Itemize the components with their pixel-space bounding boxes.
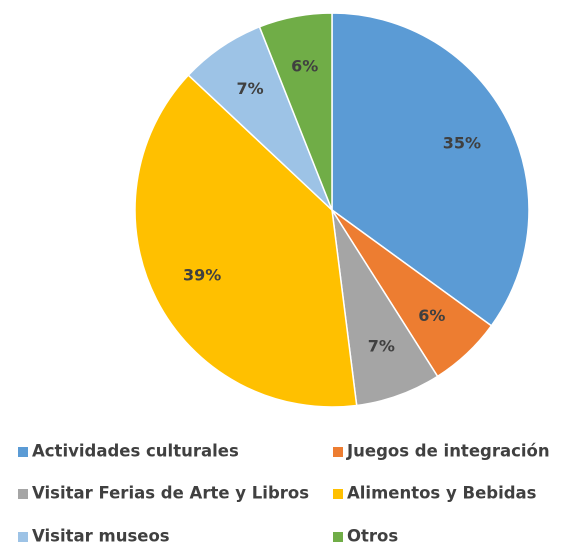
data-label: 7% (236, 79, 263, 98)
pie-slice (134, 74, 358, 408)
data-label: 6% (291, 56, 318, 75)
legend-swatch (333, 532, 343, 542)
legend-swatch (333, 447, 343, 457)
legend-label: Juegos de integración (346, 442, 550, 461)
data-label: 7% (368, 337, 395, 356)
legend-swatch (18, 532, 28, 542)
legend-label: Alimentos y Bebidas (347, 484, 537, 503)
data-label: 39% (183, 266, 221, 285)
legend-label: Visitar Ferias de Arte y Libros (32, 484, 309, 503)
data-label: 6% (418, 306, 445, 325)
legend-label: Otros (347, 527, 398, 546)
pie-slice (331, 12, 530, 327)
data-label: 35% (443, 133, 481, 152)
legend-swatch (333, 489, 343, 499)
legend-label: Visitar museos (32, 527, 170, 546)
legend-swatch (18, 489, 28, 499)
legend-label: Actividades culturales (32, 442, 239, 461)
pie-slice (258, 12, 333, 211)
legend-swatch (18, 447, 28, 457)
